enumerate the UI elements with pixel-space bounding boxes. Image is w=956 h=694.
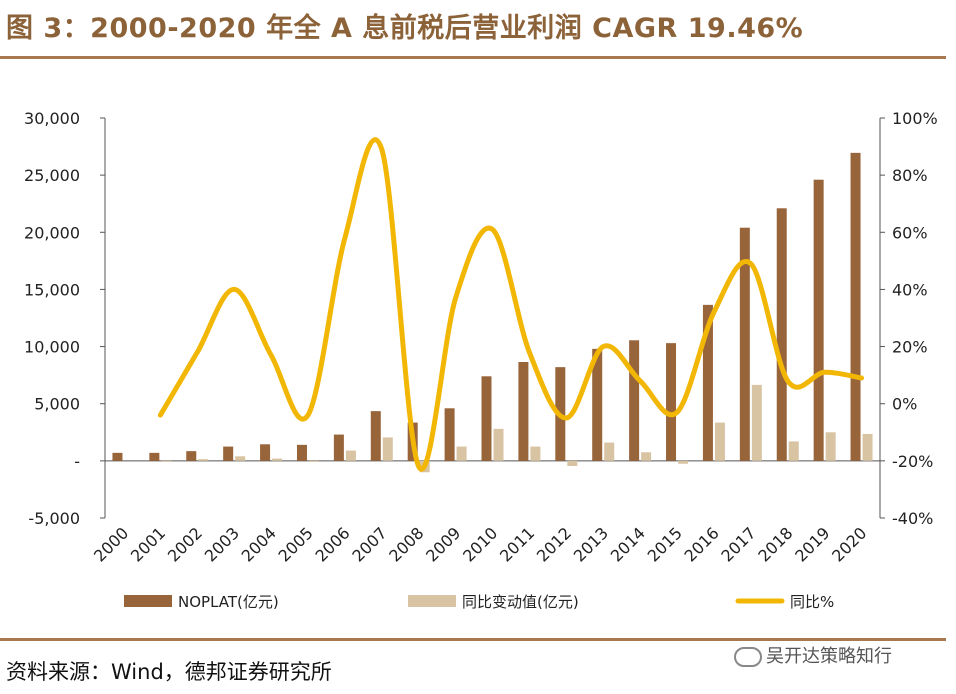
noplat-bar [223, 446, 234, 461]
right-axis-tick-label: 20% [892, 338, 928, 357]
yoy-change-bar [382, 437, 393, 461]
yoy-change-bar [862, 434, 873, 461]
chart-canvas: -5,000-5,00010,00015,00020,00025,00030,0… [24, 109, 938, 611]
legend-swatch-yoy-change [408, 595, 456, 607]
noplat-bar [739, 227, 750, 461]
legend-label-yoy-change: 同比变动值(亿元) [462, 593, 579, 611]
footer-divider [0, 638, 946, 641]
noplat-bar [813, 179, 824, 461]
x-axis-tick-label: 2020 [828, 523, 870, 565]
noplat-bar [481, 376, 492, 461]
yoy-change-bar [825, 432, 836, 461]
wechat-icon [734, 647, 762, 667]
noplat-bar [370, 411, 381, 461]
right-axis-tick-label: 60% [892, 223, 928, 242]
noplat-bar [333, 434, 344, 461]
x-axis-tick-label: 2016 [681, 523, 723, 565]
noplat-bar [444, 408, 455, 461]
x-axis-tick-label: 2008 [385, 523, 427, 565]
yoy-percent-line [157, 137, 865, 472]
left-axis-tick-label: -5,000 [28, 509, 80, 528]
yoy-change-bar [161, 460, 172, 462]
yoy-change-bar [604, 442, 615, 461]
legend-label-yoy-percent: 同比% [790, 593, 834, 611]
x-axis-tick-label: 2002 [164, 523, 206, 565]
x-axis-tick-label: 2019 [791, 523, 833, 565]
x-axis-tick-label: 2007 [348, 523, 390, 565]
yoy-change-bar [308, 460, 319, 462]
yoy-change-bar [567, 460, 578, 466]
noplat-bar [186, 451, 197, 461]
left-axis-tick-label: 5,000 [34, 395, 80, 414]
left-axis-tick-label: 30,000 [24, 109, 80, 128]
noplat-bar [296, 444, 307, 461]
yoy-change-bar [751, 384, 762, 461]
noplat-bar [592, 348, 603, 461]
source-note: 资料来源：Wind，德邦证券研究所 [6, 660, 332, 684]
x-axis-tick-label: 2013 [570, 523, 612, 565]
yoy-change-bar [456, 446, 467, 461]
yoy-change-bar [714, 422, 725, 461]
x-axis-tick-label: 2018 [754, 523, 796, 565]
yoy-change-bar [493, 428, 504, 461]
x-axis-tick-label: 2001 [127, 523, 169, 565]
x-axis-tick-label: 2014 [607, 523, 649, 565]
legend-swatch-noplat [124, 595, 172, 607]
x-axis-tick-label: 2004 [238, 523, 280, 565]
x-axis-tick-label: 2005 [275, 523, 317, 565]
x-axis-tick-label: 2017 [717, 523, 759, 565]
left-axis-tick-label: 15,000 [24, 280, 80, 299]
noplat-bar [702, 304, 713, 461]
noplat-bar [112, 452, 123, 461]
left-axis-tick-label: - [74, 452, 80, 471]
x-axis-tick-label: 2000 [90, 523, 132, 565]
noplat-bar [149, 452, 160, 461]
yoy-change-bar [788, 441, 799, 461]
yoy-change-bar [198, 459, 209, 461]
yoy-change-bar [235, 456, 246, 461]
x-axis-tick-label: 2003 [201, 523, 243, 565]
right-axis-tick-label: -40% [892, 509, 933, 528]
right-axis-tick-label: 100% [892, 109, 938, 128]
title-divider [0, 56, 946, 59]
right-axis-tick-label: 40% [892, 280, 928, 299]
chart-title: 图 3：2000-2020 年全 A 息前税后营业利润 CAGR 19.46% [6, 13, 804, 44]
left-axis-tick-label: 20,000 [24, 223, 80, 242]
yoy-change-bar [641, 452, 652, 461]
right-axis-tick-label: 80% [892, 166, 928, 185]
noplat-bar [629, 340, 640, 461]
x-axis-tick-label: 2009 [422, 523, 464, 565]
x-axis-tick-label: 2012 [533, 523, 575, 565]
noplat-bar [666, 343, 677, 461]
noplat-bar [518, 362, 529, 461]
x-axis-tick-label: 2010 [459, 523, 501, 565]
noplat-bar [260, 444, 271, 461]
watermark: 吴开达策略知行 [734, 642, 892, 668]
yoy-change-bar [678, 460, 689, 464]
yoy-change-bar [345, 450, 356, 461]
noplat-bar [776, 208, 787, 461]
x-axis-tick-label: 2006 [311, 523, 353, 565]
yoy-change-bar [272, 458, 283, 461]
right-axis-tick-label: -20% [892, 452, 933, 471]
right-axis-tick-label: 0% [892, 395, 917, 414]
x-axis-tick-label: 2015 [644, 523, 686, 565]
yoy-change-bar [530, 446, 541, 461]
left-axis-tick-label: 10,000 [24, 338, 80, 357]
x-axis-tick-label: 2011 [496, 523, 538, 565]
legend-label-noplat: NOPLAT(亿元) [178, 593, 279, 611]
noplat-bar [850, 152, 861, 461]
watermark-text: 吴开达策略知行 [766, 646, 892, 667]
left-axis-tick-label: 25,000 [24, 166, 80, 185]
